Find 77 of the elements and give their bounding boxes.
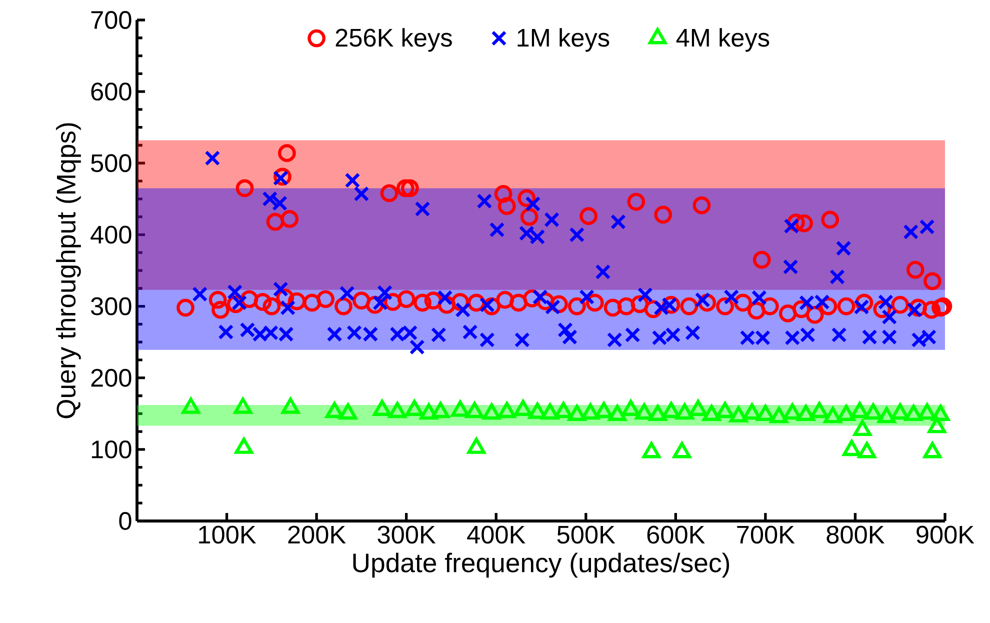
x-tick-label: 600K [647, 526, 705, 544]
point [702, 404, 721, 421]
point [528, 402, 547, 419]
point [842, 440, 861, 456]
point [783, 403, 802, 420]
point [928, 416, 946, 434]
point [182, 398, 200, 414]
point [554, 402, 573, 418]
y-tick-label: 300 [90, 297, 132, 316]
x-tick-label: 200K [288, 526, 346, 544]
point [756, 404, 775, 421]
y-tick-label: 200 [91, 368, 132, 387]
point [648, 404, 667, 421]
x-tick-label: 900K [916, 526, 974, 544]
point [467, 438, 486, 454]
x-axis-title: Update frequency (updates/sec) [353, 552, 730, 578]
legend-label: 1M keys [518, 28, 610, 52]
point [234, 438, 253, 454]
point [676, 403, 694, 420]
x-tick-label: 100K [199, 526, 256, 544]
x-tick-label: 800K [826, 526, 884, 544]
point [796, 404, 815, 421]
point [904, 404, 923, 421]
point [662, 402, 680, 418]
point [482, 403, 501, 420]
point [850, 402, 869, 418]
point [608, 404, 626, 421]
point [594, 402, 613, 418]
point [810, 402, 828, 418]
point [338, 403, 358, 420]
point [234, 398, 252, 414]
point [568, 404, 586, 421]
point [581, 403, 600, 420]
point [372, 400, 392, 416]
y-tick-label: 600 [91, 82, 132, 101]
point [742, 403, 762, 420]
point [325, 402, 344, 418]
point [716, 402, 734, 418]
y-tick-label: 400 [90, 226, 132, 244]
x-tick-label: 400K [467, 526, 526, 544]
point [642, 442, 661, 458]
point [729, 406, 748, 422]
y-tick-label: 100 [92, 440, 132, 458]
point [405, 400, 424, 416]
point [431, 402, 450, 418]
point [281, 398, 300, 414]
y-tick-label: 500 [91, 154, 132, 172]
point [635, 403, 654, 420]
point [451, 400, 470, 417]
point [931, 404, 950, 421]
point [858, 442, 876, 458]
point [465, 402, 484, 418]
point [672, 442, 692, 458]
point [689, 400, 708, 416]
point [878, 406, 896, 424]
point [918, 403, 936, 420]
y-tick-label: 0 [119, 512, 132, 530]
point [864, 403, 882, 420]
point [890, 403, 910, 420]
point [853, 420, 872, 436]
point [622, 400, 640, 416]
x-tick-label: 500K [557, 526, 616, 544]
point [540, 403, 560, 420]
x-tick-label: 700K [737, 526, 795, 544]
y-axis-title: Query throughput (Mqps) [56, 123, 81, 418]
point [514, 400, 532, 416]
point [770, 406, 788, 424]
point [420, 403, 438, 420]
point [824, 406, 842, 424]
legend-label: 4M keys [676, 28, 770, 52]
legend-label: 256K keys [336, 28, 452, 52]
point [498, 402, 516, 418]
point [923, 442, 942, 458]
point [388, 402, 406, 418]
y-tick-label: 700 [91, 11, 132, 29]
point [837, 404, 856, 421]
x-tick-label: 300K [378, 526, 436, 544]
